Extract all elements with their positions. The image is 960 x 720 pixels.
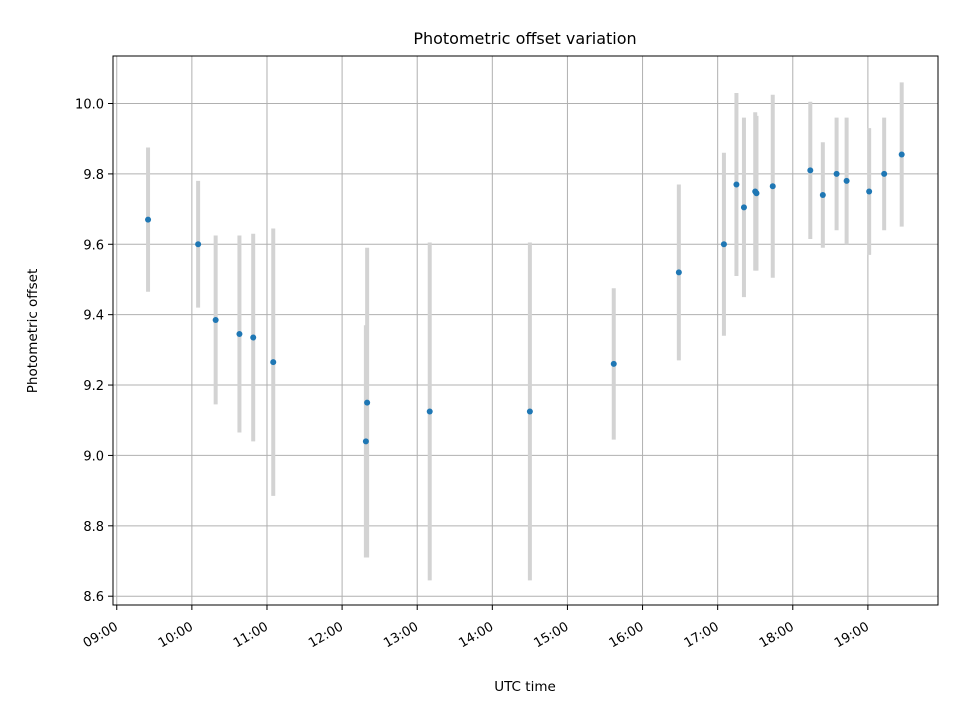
data-point xyxy=(270,359,277,366)
data-point xyxy=(426,408,433,415)
data-point xyxy=(819,192,826,199)
data-point xyxy=(526,408,533,415)
data-point xyxy=(898,151,905,158)
y-tick-label: 9.0 xyxy=(83,449,104,464)
data-point xyxy=(675,269,682,276)
data-point xyxy=(720,241,727,248)
data-point xyxy=(733,181,740,188)
data-point xyxy=(866,188,873,195)
data-point xyxy=(195,241,202,248)
data-point xyxy=(250,334,257,341)
y-tick-label: 9.2 xyxy=(83,379,104,394)
data-point xyxy=(145,216,152,223)
data-point xyxy=(362,438,369,445)
data-point xyxy=(753,190,760,197)
y-tick-label: 9.4 xyxy=(83,309,104,324)
data-point xyxy=(769,183,776,190)
data-point xyxy=(212,316,219,323)
y-tick-label: 8.8 xyxy=(83,520,104,535)
chart-title: Photometric offset variation xyxy=(413,29,636,48)
y-tick-label: 8.6 xyxy=(83,590,104,605)
data-point xyxy=(833,170,840,177)
data-points xyxy=(145,151,905,445)
y-tick-label: 9.6 xyxy=(83,238,104,253)
data-point xyxy=(807,167,814,174)
data-point xyxy=(881,170,888,177)
data-point xyxy=(740,204,747,211)
y-tick-label: 9.8 xyxy=(83,168,104,183)
plot-frame xyxy=(112,55,939,606)
data-point xyxy=(236,331,243,338)
data-point xyxy=(610,360,617,367)
y-tick-label: 10.0 xyxy=(75,98,104,113)
x-axis-label: UTC time xyxy=(494,679,556,695)
y-axis-label: Photometric offset xyxy=(25,269,41,393)
data-point xyxy=(364,399,371,406)
data-point xyxy=(843,177,850,184)
